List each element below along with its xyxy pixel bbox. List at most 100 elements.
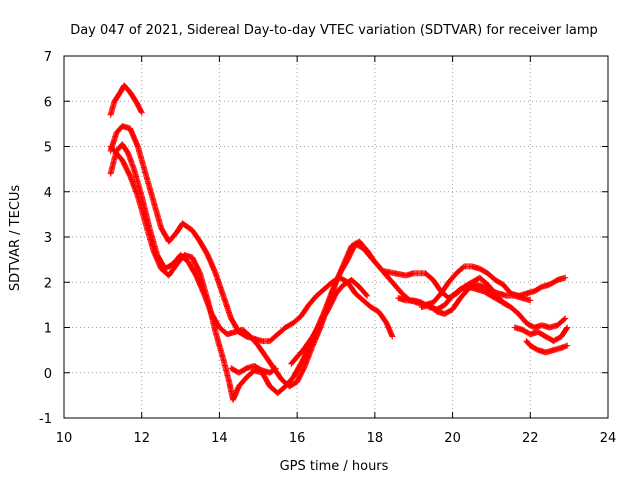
data-point-markers xyxy=(179,220,195,233)
data-point-markers xyxy=(162,261,175,272)
data-point-markers xyxy=(437,280,451,297)
data-point-markers xyxy=(375,308,389,325)
data-point-markers xyxy=(134,193,149,226)
data-point-markers xyxy=(313,286,327,299)
data-point-markers xyxy=(282,320,296,331)
data-point-marker xyxy=(564,324,571,331)
x-tick-label: 10 xyxy=(56,431,73,446)
data-point-markers xyxy=(449,296,463,313)
data-point-markers xyxy=(107,143,119,156)
y-tick-label: 3 xyxy=(44,231,52,246)
data-point-markers xyxy=(531,284,544,295)
data-point-markers xyxy=(282,375,296,390)
data-point-markers xyxy=(197,270,211,303)
data-point-markers xyxy=(476,274,490,287)
x-tick-label: 18 xyxy=(367,431,384,446)
data-point-markers xyxy=(441,307,455,317)
data-point-markers xyxy=(220,356,232,384)
x-tick-label: 16 xyxy=(289,431,306,446)
series-track-h xyxy=(511,324,571,345)
data-point-markers xyxy=(507,304,521,317)
data-point-markers xyxy=(298,302,312,320)
data-point-markers xyxy=(500,281,514,296)
series-track-e xyxy=(228,363,279,376)
y-tick-label: -1 xyxy=(39,412,52,427)
x-tick-label: 20 xyxy=(444,431,461,446)
data-point-markers xyxy=(515,310,529,326)
data-point-markers xyxy=(204,297,219,334)
data-point-markers xyxy=(150,247,164,271)
data-point-markers xyxy=(197,238,211,258)
data-point-markers xyxy=(457,286,471,302)
data-point-markers xyxy=(344,241,358,263)
data-point-markers xyxy=(165,262,179,279)
data-point-markers xyxy=(430,291,444,306)
data-point-markers xyxy=(476,265,490,276)
data-point-markers xyxy=(449,286,463,299)
data-point-markers xyxy=(288,354,300,367)
data-point-markers xyxy=(348,277,362,289)
data-point-markers xyxy=(298,346,312,367)
data-point-markers xyxy=(550,334,564,345)
data-point-markers xyxy=(173,253,187,268)
data-point-markers xyxy=(368,254,381,269)
data-point-markers xyxy=(554,316,568,329)
data-point-markers xyxy=(422,270,436,283)
data-point-markers xyxy=(247,333,261,348)
data-point-markers xyxy=(230,384,242,403)
data-point-markers xyxy=(383,320,395,339)
data-point-markers xyxy=(212,270,226,298)
data-point-markers xyxy=(321,280,335,292)
y-tick-label: 7 xyxy=(44,50,52,65)
y-tick-label: 0 xyxy=(44,367,52,382)
chart-title: Day 047 of 2021, Sidereal Day-to-day VTE… xyxy=(70,23,598,38)
data-point-markers xyxy=(360,297,373,310)
data-point-marker xyxy=(562,274,569,281)
data-point-markers xyxy=(484,270,498,283)
data-point-marker xyxy=(138,109,145,116)
data-point-markers xyxy=(360,245,374,260)
data-point-markers xyxy=(527,342,540,353)
series-track-g xyxy=(418,281,534,317)
data-point-markers xyxy=(336,257,351,277)
data-point-marker xyxy=(564,342,571,349)
data-point-markers xyxy=(127,89,139,104)
series-track-a xyxy=(107,82,145,118)
data-point-markers xyxy=(263,353,277,371)
data-point-markers xyxy=(430,277,444,294)
data-point-marker xyxy=(527,297,534,304)
data-point-markers xyxy=(426,301,440,314)
data-point-markers xyxy=(113,150,125,163)
series-track-d xyxy=(107,143,569,403)
data-point-markers xyxy=(480,283,494,294)
data-point-markers xyxy=(274,325,288,338)
data-point-markers xyxy=(453,264,467,277)
plot-marks xyxy=(107,82,571,403)
data-point-markers xyxy=(496,297,509,308)
data-point-markers xyxy=(301,334,315,351)
data-point-markers xyxy=(107,99,118,118)
data-point-markers xyxy=(305,293,319,308)
data-point-markers xyxy=(290,314,304,326)
x-tick-label: 14 xyxy=(211,431,228,446)
data-point-marker xyxy=(503,301,510,308)
data-point-markers xyxy=(488,292,502,303)
data-point-markers xyxy=(119,141,131,156)
data-point-markers xyxy=(127,172,141,199)
data-point-marker xyxy=(562,315,569,322)
data-point-markers xyxy=(255,342,269,359)
data-point-markers xyxy=(142,220,156,253)
y-axis-label: SDTVAR / TECUs xyxy=(8,185,23,292)
data-point-markers xyxy=(169,253,183,268)
data-point-marker xyxy=(272,365,279,372)
data-point-markers xyxy=(325,291,339,313)
data-point-markers xyxy=(286,379,299,390)
data-point-markers xyxy=(492,277,505,287)
data-point-markers xyxy=(216,324,230,337)
series-track-j xyxy=(288,277,371,367)
data-point-markers xyxy=(391,281,405,296)
data-point-markers xyxy=(185,258,199,278)
